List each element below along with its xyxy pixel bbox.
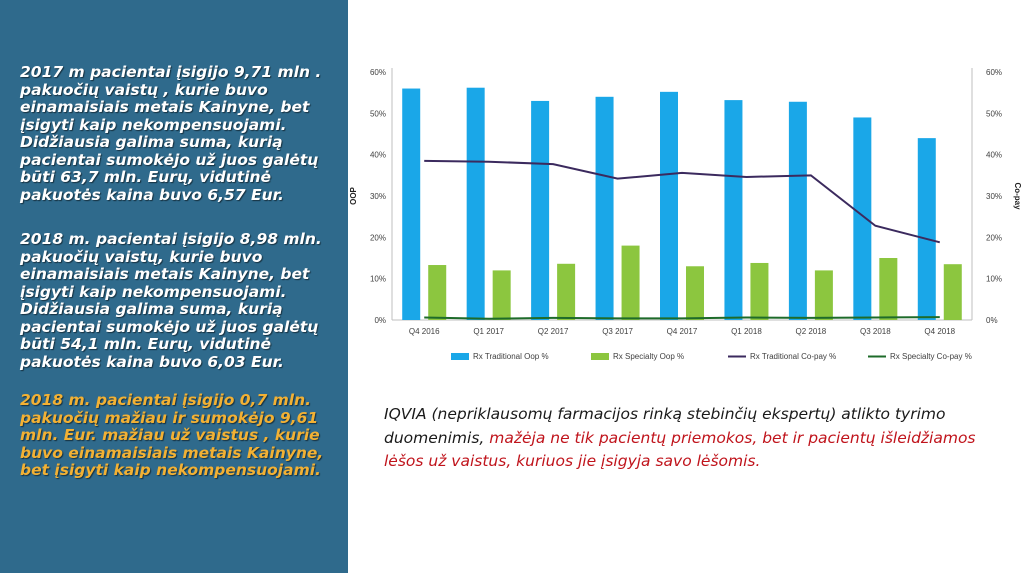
y-tick-label-left: 50% [370, 109, 386, 118]
line-traditional-copay [424, 159, 941, 244]
y-tick-label-left: 30% [370, 192, 386, 201]
bar-traditional-oop [402, 88, 421, 321]
bar-specialty-oop [492, 270, 511, 320]
note-text-red: mažėja ne tik pacientų priemokos, bet ir… [384, 428, 976, 471]
x-tick-label: Q4 2017 [667, 327, 698, 336]
bar-traditional-oop [724, 100, 743, 321]
iqvia-note: IQVIA (nepriklausomų farmacijos rinką st… [384, 403, 1014, 474]
y-tick-label-left: 40% [370, 151, 386, 160]
line-specialty-copay [424, 316, 940, 320]
x-tick-label: Q3 2017 [602, 327, 633, 336]
y-tick-label-right: 60% [986, 68, 1002, 77]
bar-traditional-oop [531, 100, 550, 320]
bar-specialty-oop [750, 262, 769, 320]
bar-specialty-oop [686, 266, 704, 320]
bar-specialty-oop [879, 258, 898, 320]
x-tick-label: Q1 2018 [731, 327, 762, 336]
left-panel: 2017 m pacientai įsigijo 9,71 mln . paku… [0, 0, 348, 573]
y-tick-label-left: 0% [374, 316, 386, 325]
bar-specialty-oop [814, 270, 833, 320]
y-axis-title-right: Co-pay [1013, 182, 1022, 210]
bar-traditional-oop [853, 117, 872, 320]
y-tick-label-right: 30% [986, 192, 1002, 201]
bar-traditional-oop [788, 101, 807, 320]
note-text-black: IQVIA (nepriklausomų farmacijos rinką st… [384, 405, 946, 447]
y-tick-label-right: 40% [986, 151, 1002, 160]
legend-label: Rx Specialty Co-pay % [890, 352, 972, 361]
y-axis-title-left: OOP [349, 186, 358, 204]
x-tick-label: Q1 2017 [473, 327, 504, 336]
bar-traditional-oop [466, 87, 485, 320]
bar-specialty-oop [557, 263, 576, 320]
legend-label: Rx Specialty Oop % [613, 352, 684, 361]
legend-swatch [451, 353, 469, 360]
y-tick-label-right: 50% [986, 109, 1002, 118]
legend-swatch [591, 353, 609, 360]
legend-label: Rx Traditional Oop % [473, 352, 549, 361]
y-tick-label-left: 60% [370, 68, 386, 77]
bar-traditional-oop [660, 91, 678, 320]
y-tick-label-left: 10% [370, 275, 386, 284]
paragraph-2017: 2017 m pacientai įsigijo 9,71 mln . paku… [20, 63, 322, 204]
bar-traditional-oop [917, 138, 936, 320]
y-tick-label-right: 20% [986, 233, 1002, 242]
x-tick-label: Q4 2016 [409, 327, 440, 336]
oop-copay-chart: 0% 0% 10% 10% 20% 20% 30% 30% 40% 40% 50% 50% 60% 60%… [349, 68, 1022, 361]
paragraph-2018: 2018 m. pacientai įsigijo 8,98 mln. paku… [20, 230, 322, 371]
y-tick-label-right: 0% [986, 316, 998, 325]
bar-specialty-oop [428, 265, 447, 320]
x-tick-label: Q4 2018 [924, 327, 955, 336]
x-tick-label: Q3 2018 [860, 327, 891, 336]
bar-specialty-oop [943, 264, 962, 320]
legend-label: Rx Traditional Co-pay % [750, 352, 836, 361]
paragraph-summary-highlight: 2018 m. pacientai įsigijo 0,7 mln. pakuo… [20, 391, 324, 479]
y-tick-label-right: 10% [986, 275, 1002, 284]
x-tick-label: Q2 2018 [796, 327, 827, 336]
bar-traditional-oop [595, 96, 614, 320]
y-tick-label-left: 20% [370, 233, 386, 242]
bar-specialty-oop [621, 245, 640, 320]
x-tick-label: Q2 2017 [538, 327, 569, 336]
